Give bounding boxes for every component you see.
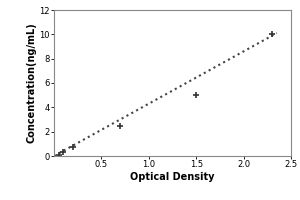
Y-axis label: Concentration(ng/mL): Concentration(ng/mL) — [27, 23, 37, 143]
X-axis label: Optical Density: Optical Density — [130, 172, 215, 182]
